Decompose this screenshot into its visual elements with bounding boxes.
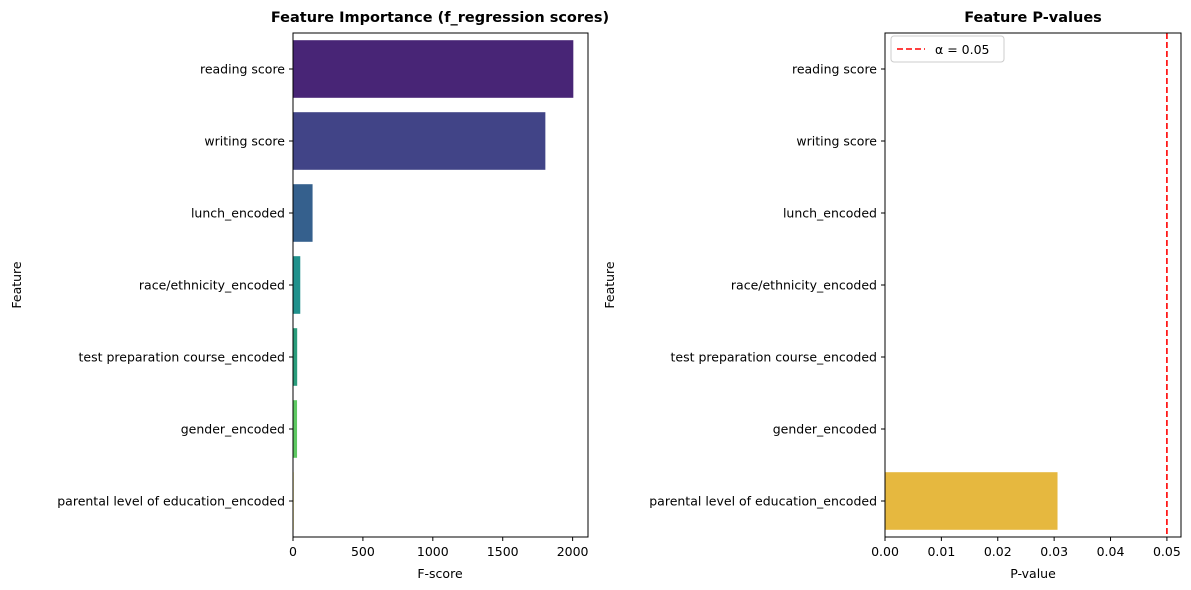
p-value-y-tick-label: lunch_encoded — [783, 206, 877, 221]
f-score-y-tick-label: gender_encoded — [181, 422, 285, 437]
p-value-chart: Feature P-values reading score writing sc… — [602, 10, 1182, 581]
f-score-y-tick-label: parental level of education_encoded — [57, 494, 285, 509]
f-score-x-axis-label: F-score — [417, 566, 463, 581]
f-score-x-tick-label: 0 — [289, 544, 297, 559]
f-score-bar-test-preparation-course-encoded — [293, 328, 298, 386]
legend-box — [890, 35, 1005, 63]
p-value-y-axis-label: Feature — [602, 261, 617, 309]
p-value-x-axis-label: P-value — [1010, 566, 1056, 581]
p-value-y-tick-label: reading score — [792, 62, 877, 77]
p-value-bars — [885, 472, 1058, 530]
p-value-y-tick-label: race/ethnicity_encoded — [731, 278, 877, 293]
legend-entry-alpha: α = 0.05 — [935, 42, 990, 57]
f-score-y-axis-label: Feature — [9, 261, 24, 309]
f-score-bars — [293, 40, 574, 530]
p-value-x-tick-label: 0.00 — [871, 544, 899, 559]
p-value-legend: α = 0.05 — [890, 35, 1005, 63]
f-score-chart-title: Feature Importance (f_regression scores) — [271, 10, 609, 26]
f-score-x-tick-label: 2000 — [557, 544, 589, 559]
f-score-bar-race-ethnicity-encoded — [293, 256, 301, 314]
f-score-y-tick-label: test preparation course_encoded — [78, 350, 285, 365]
f-score-y-ticks: reading score writing score lunch_encodedr… — [57, 62, 293, 509]
f-score-y-tick-label: race/ethnicity_encoded — [139, 278, 285, 293]
p-value-x-tick-label: 0.03 — [1040, 544, 1068, 559]
p-value-bar-parental-level-of-education-encoded — [885, 472, 1058, 530]
p-value-axes-frame — [884, 32, 1182, 538]
f-score-x-tick-label: 500 — [351, 544, 375, 559]
f-score-bar-reading-score — [293, 40, 574, 98]
f-score-axes-frame — [292, 32, 589, 538]
p-value-x-ticks: 0.00 0.01 0.02 0.03 0.04 0.05 — [871, 537, 1181, 559]
p-value-x-tick-label: 0.05 — [1153, 544, 1181, 559]
f-score-x-tick-label: 1000 — [417, 544, 449, 559]
p-value-y-ticks: reading score writing score lunch_encodedr… — [649, 62, 885, 509]
f-score-bar-gender-encoded — [293, 400, 298, 458]
f-score-bar-writing-score — [293, 112, 546, 170]
f-score-y-tick-label: lunch_encoded — [191, 206, 285, 221]
p-value-x-tick-label: 0.04 — [1097, 544, 1125, 559]
f-score-chart: Feature Importance (f_regression scores)… — [9, 10, 609, 581]
p-value-y-tick-label: test preparation course_encoded — [670, 350, 877, 365]
f-score-x-tick-label: 1500 — [487, 544, 519, 559]
p-value-x-tick-label: 0.01 — [927, 544, 955, 559]
f-score-y-tick-label: reading score — [200, 62, 285, 77]
p-value-x-tick-label: 0.02 — [984, 544, 1012, 559]
p-value-chart-title: Feature P-values — [964, 10, 1102, 26]
p-value-y-tick-label: gender_encoded — [773, 422, 877, 437]
p-value-y-tick-label: parental level of education_encoded — [649, 494, 877, 509]
p-value-y-tick-label: writing score — [796, 134, 877, 149]
f-score-bar-lunch-encoded — [293, 184, 313, 242]
f-score-x-ticks: 0 500 1000 1500 2000 — [289, 537, 589, 559]
f-score-y-tick-label: writing score — [204, 134, 285, 149]
